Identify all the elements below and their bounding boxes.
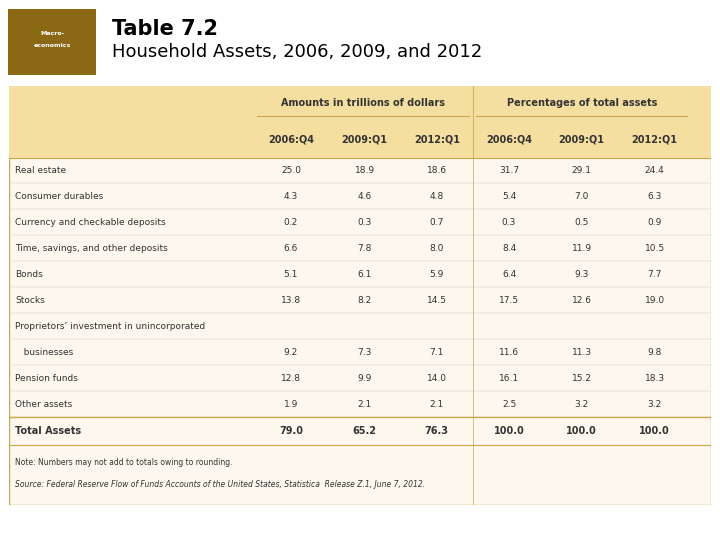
Text: 2.5: 2.5 [502,400,516,409]
Text: 8.0: 8.0 [430,244,444,253]
Text: 2.1: 2.1 [430,400,444,409]
Text: 2009:Q1: 2009:Q1 [341,134,387,145]
Text: 12.6: 12.6 [572,296,592,305]
Text: 19.0: 19.0 [644,296,665,305]
Text: 14.5: 14.5 [427,296,447,305]
Text: 9.9: 9.9 [357,374,372,383]
Text: 7.0: 7.0 [575,192,589,201]
Text: 14.0: 14.0 [427,374,447,383]
Text: 24.4: 24.4 [644,166,665,175]
Text: 2006:Q4: 2006:Q4 [486,134,532,145]
Text: Macro-: Macro- [40,31,64,36]
Text: 18.3: 18.3 [644,374,665,383]
Text: 6.4: 6.4 [502,270,516,279]
Text: 2006:Q4: 2006:Q4 [268,134,314,145]
Text: 7.3: 7.3 [357,348,372,356]
Text: 76.3: 76.3 [425,426,449,436]
Text: 0.3: 0.3 [502,218,516,227]
Text: 0.2: 0.2 [284,218,298,227]
Text: 3.2: 3.2 [647,400,662,409]
Text: 65.2: 65.2 [353,426,377,436]
Text: Time, savings, and other deposits: Time, savings, and other deposits [15,244,168,253]
Text: 18.6: 18.6 [427,166,447,175]
Text: Stocks: Stocks [15,296,45,305]
Text: 4.3: 4.3 [284,192,298,201]
Text: 8.2: 8.2 [357,296,372,305]
Text: 17.5: 17.5 [499,296,519,305]
Text: 0.7: 0.7 [430,218,444,227]
Text: 11.3: 11.3 [572,348,592,356]
Text: 12.8: 12.8 [281,374,301,383]
Text: 4.6: 4.6 [357,192,372,201]
Text: 5.9: 5.9 [430,270,444,279]
Text: Copyright ©2014 Pearson Education: Copyright ©2014 Pearson Education [9,520,200,530]
Text: 4.8: 4.8 [430,192,444,201]
Text: 7.7: 7.7 [647,270,662,279]
Text: 100.0: 100.0 [639,426,670,436]
Text: 6.6: 6.6 [284,244,298,253]
Text: 7.1: 7.1 [430,348,444,356]
Text: 13.8: 13.8 [281,296,301,305]
Text: 79.0: 79.0 [279,426,303,436]
Text: 6.3: 6.3 [647,192,662,201]
Text: 11.6: 11.6 [499,348,519,356]
Text: 2009:Q1: 2009:Q1 [559,134,605,145]
Text: 0.9: 0.9 [647,218,662,227]
Text: 9.8: 9.8 [647,348,662,356]
Text: 100.0: 100.0 [494,426,524,436]
Text: 8.4: 8.4 [502,244,516,253]
Text: 5.4: 5.4 [502,192,516,201]
Text: 2012:Q1: 2012:Q1 [631,134,678,145]
Text: economics: economics [34,43,71,48]
Text: 1.9: 1.9 [284,400,298,409]
Text: 29.1: 29.1 [572,166,592,175]
Text: 6.1: 6.1 [357,270,372,279]
Text: Pension funds: Pension funds [15,374,78,383]
Text: 0.5: 0.5 [575,218,589,227]
Text: 3.2: 3.2 [575,400,589,409]
Text: Total Assets: Total Assets [15,426,81,436]
Text: 2.1: 2.1 [357,400,372,409]
Text: 100.0: 100.0 [566,426,597,436]
Text: Bonds: Bonds [15,270,42,279]
Text: 18.9: 18.9 [354,166,374,175]
Text: 7.8: 7.8 [357,244,372,253]
FancyBboxPatch shape [9,86,711,158]
Text: 10.5: 10.5 [644,244,665,253]
Text: 15.2: 15.2 [572,374,592,383]
Text: Real estate: Real estate [15,166,66,175]
Text: Note: Numbers may not add to totals owing to rounding.: Note: Numbers may not add to totals owin… [15,457,233,467]
Text: 9.2: 9.2 [284,348,298,356]
Text: 25.0: 25.0 [281,166,301,175]
Text: 31.7: 31.7 [499,166,519,175]
Text: 11.9: 11.9 [572,244,592,253]
FancyBboxPatch shape [9,86,711,505]
Text: Proprietors’ investment in unincorporated: Proprietors’ investment in unincorporate… [15,322,205,330]
FancyBboxPatch shape [9,9,96,75]
Text: Household Assets, 2006, 2009, and 2012: Household Assets, 2006, 2009, and 2012 [112,43,482,61]
Text: Other assets: Other assets [15,400,72,409]
Text: Amounts in trillions of dollars: Amounts in trillions of dollars [281,98,445,107]
Text: Consumer durables: Consumer durables [15,192,103,201]
Text: Currency and checkable deposits: Currency and checkable deposits [15,218,166,227]
Text: Table 7.2: Table 7.2 [112,19,217,39]
Text: 9.3: 9.3 [575,270,589,279]
Text: 2012:Q1: 2012:Q1 [414,134,460,145]
Text: 5.1: 5.1 [284,270,298,279]
Text: Percentages of total assets: Percentages of total assets [507,98,657,107]
Text: 0.3: 0.3 [357,218,372,227]
Text: 16.1: 16.1 [499,374,519,383]
Text: businesses: businesses [15,348,73,356]
Text: 7-27: 7-27 [687,520,711,530]
Text: Source: Federal Reserve Flow of Funds Accounts of the United States, Statistica : Source: Federal Reserve Flow of Funds Ac… [15,480,425,489]
